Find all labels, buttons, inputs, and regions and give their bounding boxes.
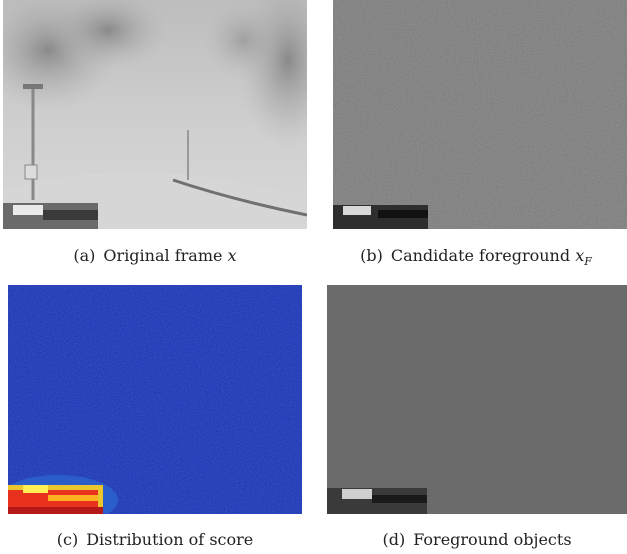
original-frame-image <box>3 0 307 229</box>
score-distribution-heatmap <box>8 285 302 514</box>
foreground-objects-image <box>327 285 627 514</box>
caption-foreground-objects: (d) Foreground objects <box>382 530 572 549</box>
caption-distribution-of-score: (c) Distribution of score <box>56 530 254 549</box>
caption-original-frame: (a) Original frame x <box>73 246 237 265</box>
caption-candidate-foreground: (b) Candidate foreground xF <box>360 246 592 269</box>
candidate-foreground-image <box>333 0 627 229</box>
